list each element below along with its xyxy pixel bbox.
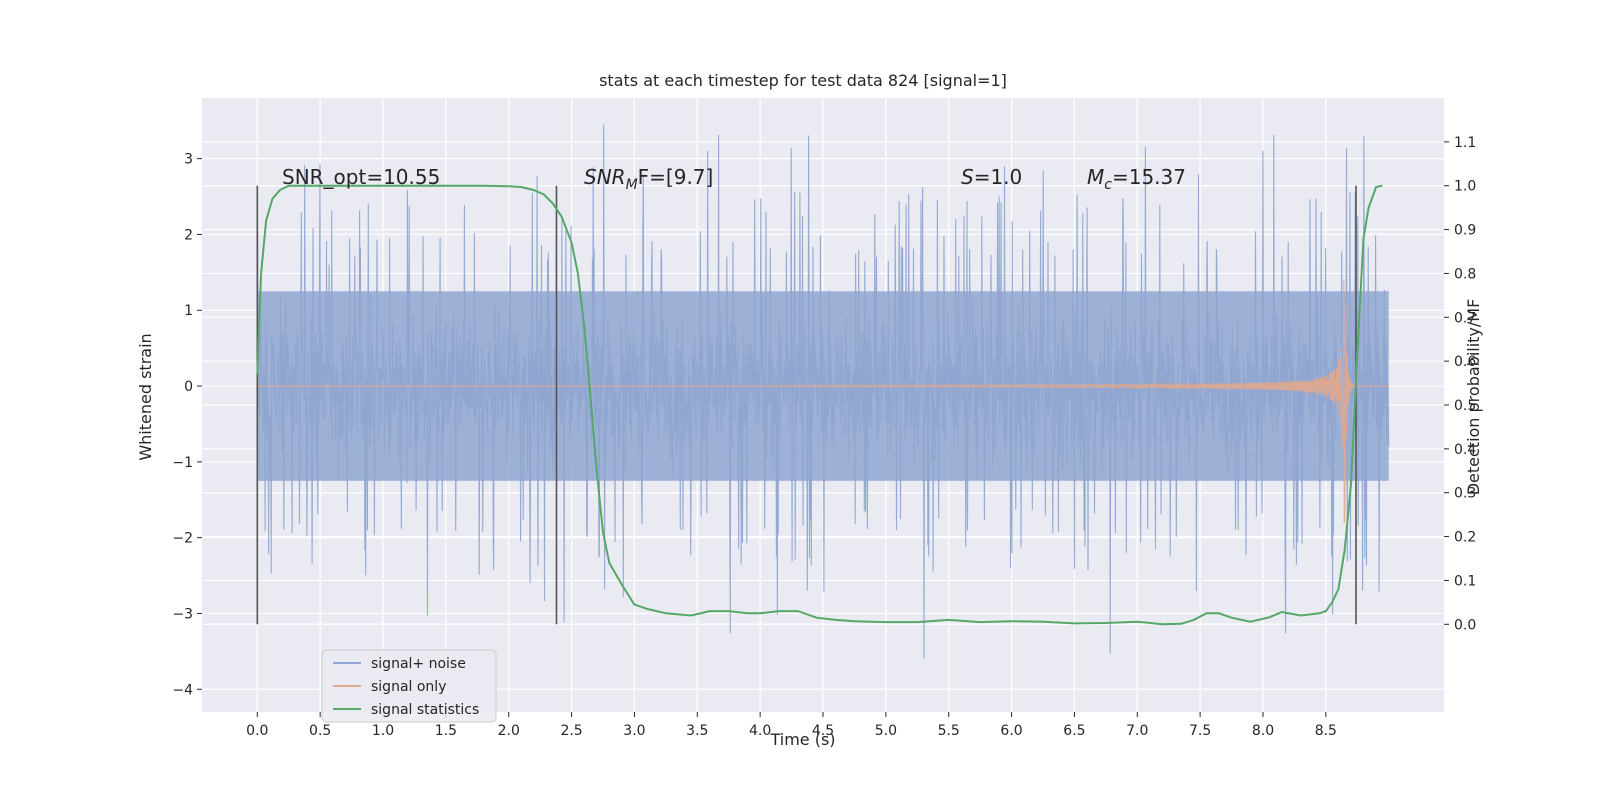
x-tick-label: 3.0 [623, 723, 645, 739]
axis-ticks: 0.0 0.5 1.0 1.5 2.0 2.5 3.0 3.5 4.0 4.5 5.0 5.5 6.0 6… [172, 135, 1476, 739]
y2-tick-label: 0.4 [1454, 442, 1476, 458]
series-signal-statistics [256, 184, 1383, 626]
annotation-s: S=1.0 [961, 165, 1022, 189]
y2-tick-label: 0.5 [1454, 398, 1476, 414]
y2-tick-label: 0.2 [1454, 530, 1476, 546]
y-axis-label: Whitened strain [136, 333, 155, 460]
x-tick-label: 6.5 [1063, 723, 1085, 739]
signal-only-trace [257, 279, 1389, 523]
y-tick-label: −1 [172, 455, 193, 471]
x-tick-label: 1.0 [372, 723, 394, 739]
y2-tick-label: 0.0 [1454, 617, 1476, 633]
x-tick-label: 8.5 [1315, 723, 1337, 739]
y2-tick-label: 0.8 [1454, 266, 1476, 282]
annotation-mc: Mc=15.37 [1087, 165, 1186, 193]
y2-tick-label: 1.1 [1454, 135, 1476, 151]
legend-label-signal-statistics: signal statistics [371, 702, 479, 718]
annotation-snr-opt: SNR_opt=10.55 [282, 165, 440, 189]
x-tick-label: 4.0 [749, 723, 771, 739]
x-tick-label: 7.0 [1126, 723, 1148, 739]
y-tick-label: −3 [172, 606, 193, 622]
x-tick-label: 2.0 [498, 723, 520, 739]
x-tick-label: 0.0 [246, 723, 268, 739]
y-tick-label: 0 [184, 379, 193, 395]
x-tick-label: 5.0 [875, 723, 897, 739]
y2-tick-label: 0.9 [1454, 223, 1476, 239]
signal-statistics-line [256, 184, 1383, 626]
annotation-snr-mf: SNRMF=[9.7] [584, 165, 713, 193]
x-axis-label: Time (s) [769, 730, 835, 749]
y-tick-label: 3 [184, 152, 193, 168]
x-tick-label: 6.0 [1000, 723, 1022, 739]
annotation-mc-rest: =15.37 [1112, 165, 1186, 189]
y-tick-label: −2 [172, 531, 193, 547]
x-tick-label: 8.0 [1252, 723, 1274, 739]
legend-label-signal-only: signal only [371, 679, 446, 695]
annotation-mc-sub: c [1104, 177, 1112, 193]
chart-title: stats at each timestep for test data 824… [599, 71, 1007, 90]
x-tick-label: 1.5 [435, 723, 457, 739]
y-tick-label: 2 [184, 227, 193, 243]
x-tick-label: 2.5 [560, 723, 582, 739]
vertical-markers [256, 185, 1357, 625]
x-tick-label: 7.5 [1189, 723, 1211, 739]
annotation-s-rest: =1.0 [974, 165, 1023, 189]
y2-tick-label: 0.7 [1454, 310, 1476, 326]
y2-tick-label: 0.1 [1454, 573, 1476, 589]
x-tick-label: 4.5 [812, 723, 834, 739]
legend-box [321, 649, 497, 723]
y-tick-label: 1 [184, 303, 193, 319]
x-tick-label: 5.5 [938, 723, 960, 739]
y2-tick-label: 0.3 [1454, 486, 1476, 502]
series-signal-only [257, 279, 1389, 523]
annotation-s-main: S [961, 165, 974, 189]
y2-tick-label: 1.0 [1454, 179, 1476, 195]
legend-label-signal-noise: signal+ noise [371, 656, 466, 672]
annotation-mc-main: M [1087, 165, 1104, 189]
annotation-snr-mf-sub: M [626, 177, 638, 193]
legend: signal+ noise signal only signal statist… [321, 649, 497, 723]
x-tick-label: 3.5 [686, 723, 708, 739]
annotation-snr-mf-main: SNR [584, 165, 626, 189]
y2-axis-label: Detection probability/MF [1464, 299, 1483, 496]
y-tick-label: −4 [172, 682, 193, 698]
annotation-snr-mf-rest: F=[9.7] [638, 165, 714, 189]
x-tick-label: 0.5 [309, 723, 331, 739]
y2-tick-label: 0.6 [1454, 354, 1476, 370]
